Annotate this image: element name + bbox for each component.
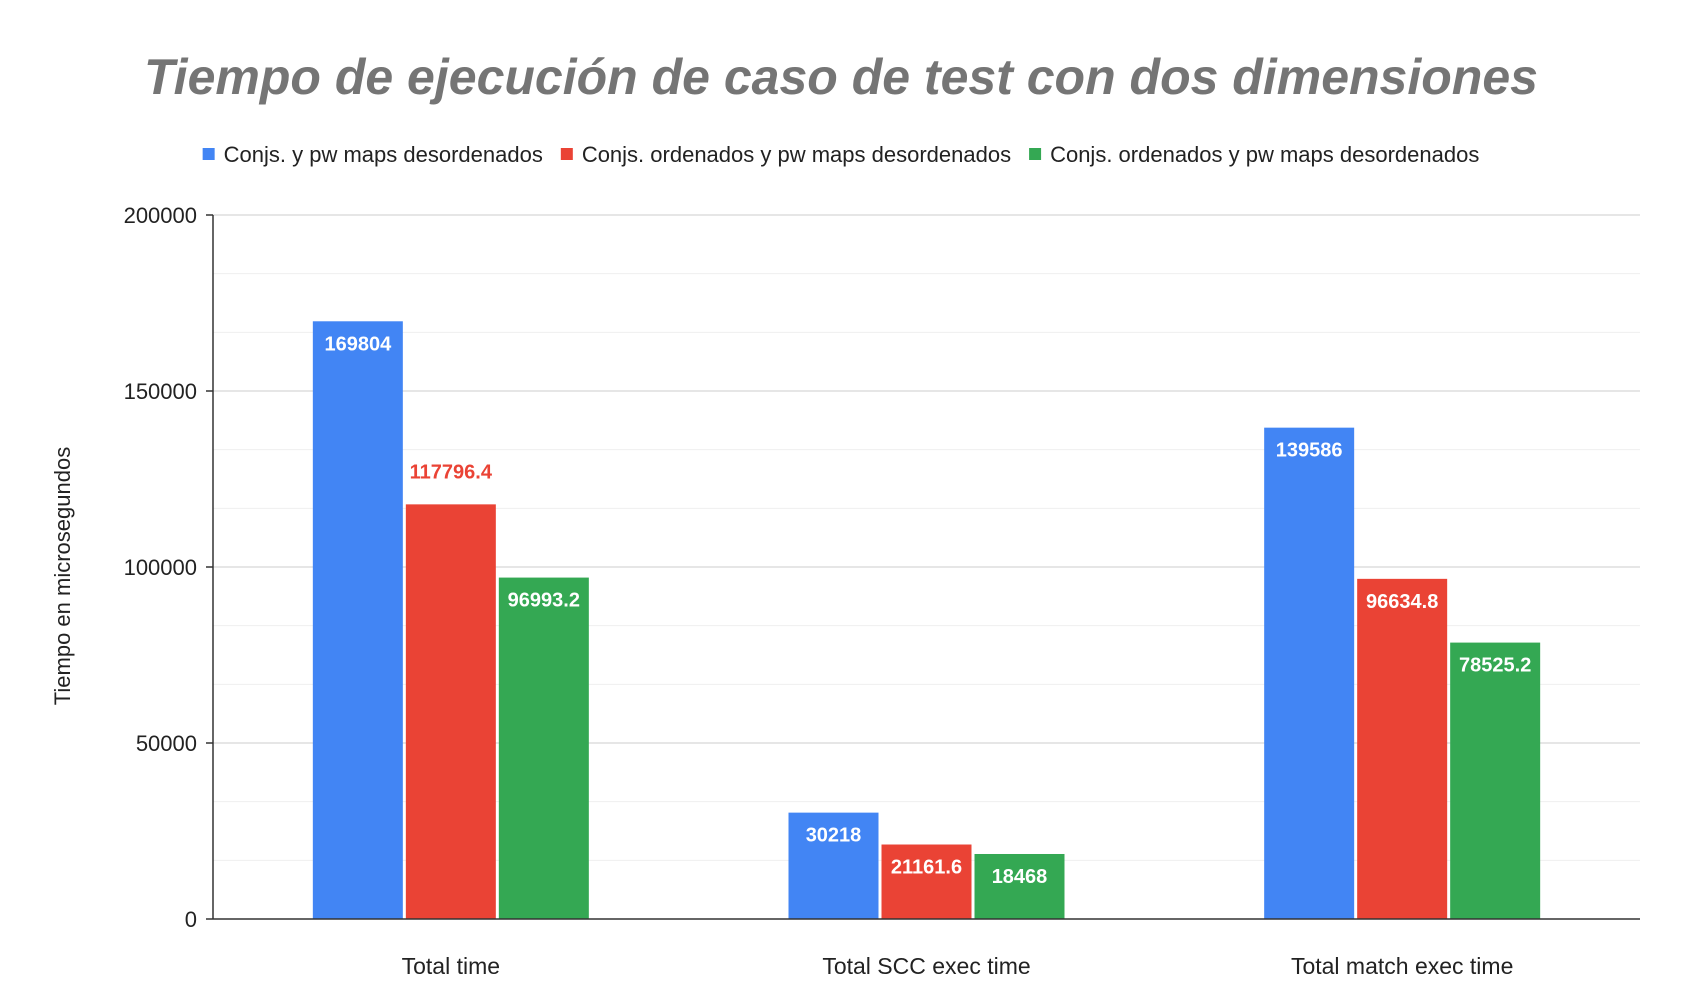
bar [312,321,403,919]
bar [405,504,496,919]
data-label: 78525.2 [1459,655,1531,677]
y-axis: 0 50000 100000 150000 200000 [124,203,214,932]
data-label: 96634.8 [1366,591,1438,613]
y-tick-label: 50000 [136,731,197,756]
bar [881,844,972,919]
legend-item: Conjs. ordenados y pw maps desordenados [1029,142,1479,167]
bar [1264,427,1355,919]
y-axis-label: Tiempo en microsegundos [50,447,75,705]
data-label: 117796.4 [410,461,493,483]
data-label: 169804 [324,333,392,355]
x-axis: Total time Total SCC exec time Total match… [213,918,1640,979]
legend-label: Conjs. ordenados y pw maps desordenados [582,142,1011,167]
data-label: 18468 [992,866,1048,888]
data-label: 139586 [1276,440,1343,462]
y-tick-label: 0 [185,907,197,932]
bar [1357,578,1448,919]
data-label: 21161.6 [891,857,962,879]
legend-swatch [560,148,573,160]
bars: 169804 117796.4 96993.2 30218 21161.6 18468 13… [312,321,1541,919]
chart-title: Tiempo de ejecución de caso de test con … [144,49,1538,105]
y-tick-label: 100000 [124,555,197,580]
x-category-label: Total SCC exec time [822,953,1030,979]
bar [1450,642,1541,919]
legend-swatch [202,148,215,160]
x-category-label: Total match exec time [1291,953,1513,979]
y-tick-label: 150000 [124,379,197,404]
bar [788,812,879,919]
legend-swatch [1029,148,1042,160]
legend-label: Conjs. ordenados y pw maps desordenados [1050,142,1479,167]
data-label: 96993.2 [508,590,580,612]
legend-label: Conjs. y pw maps desordenados [224,142,543,167]
data-label: 30218 [806,825,862,847]
x-category-label: Total time [402,953,500,979]
bar [974,853,1065,919]
legend-item: Conjs. y pw maps desordenados [202,142,543,167]
y-tick-label: 200000 [124,203,197,228]
legend-item: Conjs. ordenados y pw maps desordenados [560,142,1011,167]
legend: Conjs. y pw maps desordenados Conjs. orde… [202,142,1479,167]
bar [498,577,589,919]
